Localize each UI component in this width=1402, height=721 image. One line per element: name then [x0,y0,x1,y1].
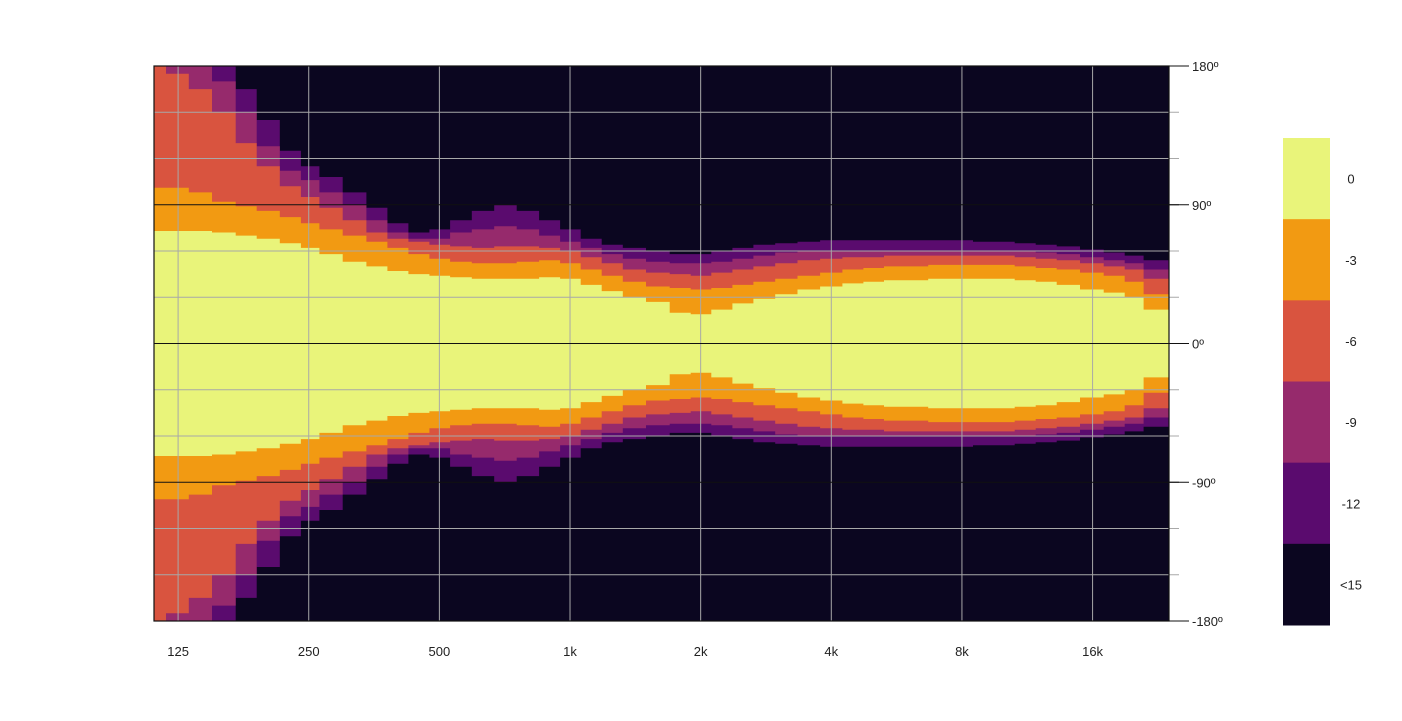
gridlines [154,66,1179,621]
x-tick-label: 8k [955,644,969,659]
legend-label: -12 [1342,496,1361,511]
y-tick-label: -180º [1192,614,1223,629]
y-tick-label: 180º [1192,59,1219,74]
x-tick-label: 250 [298,644,320,659]
y-tick-label: -90º [1192,475,1216,490]
legend-swatch [1283,543,1330,626]
x-tick-label: 1k [563,644,577,659]
legend-swatch [1283,300,1330,382]
legend-label: 0 [1347,172,1354,187]
legend-label: <15 [1340,577,1362,592]
x-tick-label: 2k [694,644,708,659]
x-tick-label: 16k [1082,644,1103,659]
x-axis: 125 250 500 1k 2k 4k 8k 16k [167,644,1103,659]
x-tick-label: 125 [167,644,189,659]
legend-swatch [1283,381,1330,464]
y-axis: 180º 90º 0º -90º -180º [1169,59,1223,629]
legend-swatch [1283,219,1330,301]
legend-swatch [1283,462,1330,545]
y-tick-label: 90º [1192,198,1211,213]
x-tick-label: 500 [429,644,451,659]
y-tick-label: 0º [1192,337,1204,352]
legend-label: -3 [1345,253,1357,268]
x-tick-label: 4k [824,644,838,659]
legend-label: -9 [1345,415,1357,430]
legend-label: -6 [1345,334,1357,349]
legend: 0 -3 -6 -9 -12 <15 [1283,138,1362,626]
legend-swatch [1283,138,1330,220]
